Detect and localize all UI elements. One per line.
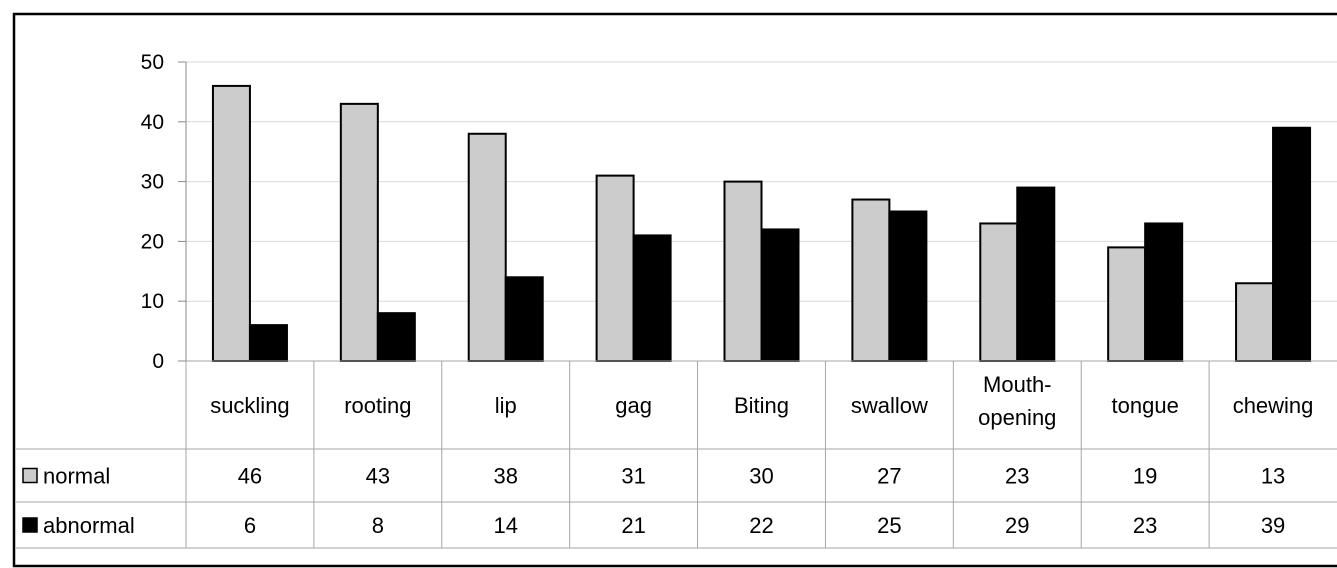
legend-key-abnormal (22, 517, 38, 533)
bar-normal-4 (723, 180, 763, 362)
table-value-normal: 27 (877, 464, 901, 489)
category-label: chewing (1233, 393, 1314, 418)
table-value-normal: 46 (238, 464, 262, 489)
bar-normal-6 (979, 222, 1019, 362)
table-value-abnormal: 29 (1005, 513, 1029, 538)
bar-normal-1 (339, 102, 379, 363)
table-value-abnormal: 14 (493, 513, 517, 538)
bar-abnormal-0 (248, 324, 288, 362)
bar-normal-5 (851, 198, 891, 362)
legend-label-normal: normal (43, 464, 110, 489)
bar-abnormal-3 (632, 234, 672, 362)
outer-border (12, 12, 1337, 568)
table-value-normal: 23 (1005, 464, 1029, 489)
y-tick-label: 50 (141, 51, 164, 74)
legend-key-normal (22, 467, 38, 484)
table-value-abnormal: 21 (621, 513, 645, 538)
y-tick-label: 40 (141, 111, 164, 134)
category-label: tongue (1112, 393, 1179, 418)
category-label: lip (495, 393, 517, 418)
bar-abnormal-8 (1272, 126, 1312, 362)
category-label: gag (615, 393, 652, 418)
table-value-normal: 43 (366, 464, 390, 489)
table-value-abnormal: 8 (372, 513, 384, 538)
table-value-abnormal: 25 (877, 513, 901, 538)
y-axis: 0 10 20 30 40 50 (141, 51, 187, 373)
bar-abnormal-7 (1144, 222, 1184, 362)
bar-abnormal-6 (1016, 186, 1056, 362)
table-value-abnormal: 6 (244, 513, 256, 538)
bar-normal-8 (1235, 282, 1275, 363)
table-value-abnormal: 22 (749, 513, 773, 538)
category-label: rooting (344, 393, 411, 418)
bar-abnormal-5 (888, 210, 928, 362)
category-label: Mouth- (983, 372, 1051, 397)
bars (211, 84, 1312, 363)
category-label: suckling (210, 393, 289, 418)
category-label: opening (978, 405, 1056, 430)
table-value-abnormal: 23 (1133, 513, 1157, 538)
bar-normal-3 (595, 174, 635, 362)
table-value-normal: 38 (493, 464, 517, 489)
y-tick-label: 0 (152, 350, 164, 373)
bar-abnormal-4 (760, 228, 800, 362)
bar-abnormal-1 (376, 312, 416, 363)
table-value-abnormal: 39 (1261, 513, 1285, 538)
y-tick-label: 30 (141, 171, 164, 194)
data-table: suckling rooting lip gag Biting swallow Mouth-… (16, 360, 1337, 549)
category-label: Biting (734, 393, 789, 418)
category-label: swallow (851, 393, 928, 418)
y-tick-label: 20 (141, 230, 164, 253)
bar-normal-7 (1107, 246, 1147, 363)
chart-border (12, 12, 1337, 568)
table-value-normal: 13 (1261, 464, 1285, 489)
y-tick-label: 10 (141, 290, 164, 313)
table-value-normal: 30 (749, 464, 773, 489)
table-value-normal: 31 (621, 464, 645, 489)
bar-normal-0 (211, 84, 251, 362)
legend-label-abnormal: abnormal (43, 513, 135, 538)
bar-normal-2 (467, 132, 507, 362)
bar-abnormal-2 (504, 276, 544, 362)
table-value-normal: 19 (1133, 464, 1157, 489)
